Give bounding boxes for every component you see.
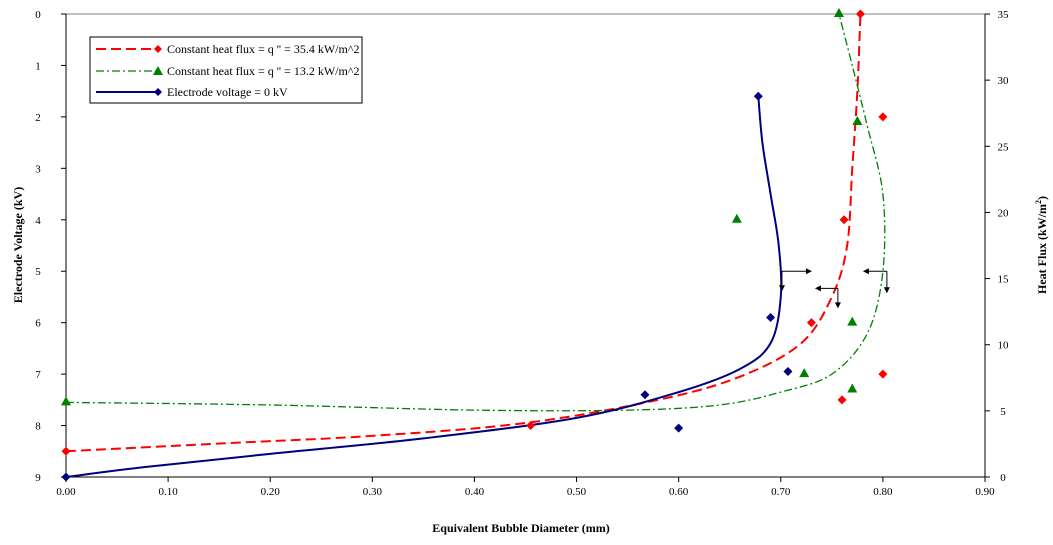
- y-right-tick-label: 25: [998, 141, 1010, 153]
- y-left-tick-label: 4: [35, 215, 41, 227]
- x-axis-ticks: 0.00 0.10 0.20 0.30 0.40 0.50 0.60 0.70 0.80 0.90: [56, 477, 995, 498]
- series-2-point: [847, 383, 858, 393]
- legend-label-1: Constant heat flux = q '' = 35.4 kW/m^2: [167, 42, 359, 56]
- x-tick-label: 0.30: [363, 486, 383, 498]
- legend-item-2: Constant heat flux = q '' = 13.2 kW/m^2: [96, 64, 359, 78]
- legend-marker-3: [154, 88, 162, 96]
- y-left-tick-label: 6: [35, 318, 41, 330]
- y-right-tick-label: 0: [1000, 472, 1006, 484]
- y-right-tick-label: 15: [998, 274, 1010, 286]
- annotation-arrows-2: [814, 285, 841, 309]
- legend-item-3: Electrode voltage = 0 kV: [96, 85, 288, 99]
- y-left-tick-label: 9: [35, 472, 41, 484]
- legend-marker-2: [153, 66, 163, 75]
- x-tick-label: 0.20: [261, 486, 281, 498]
- series-1-point: [526, 421, 536, 431]
- x-tick-label: 0.90: [975, 486, 995, 498]
- legend-label-3: Electrode voltage = 0 kV: [167, 85, 288, 99]
- series-1-point: [855, 9, 865, 19]
- x-tick-label: 0.10: [158, 486, 178, 498]
- series-3-point: [783, 367, 793, 377]
- annotations: [778, 268, 890, 309]
- series-2-point: [852, 116, 863, 126]
- series-2-point: [847, 316, 858, 326]
- x-tick-label: 0.40: [465, 486, 485, 498]
- x-tick-label: 0.70: [771, 486, 791, 498]
- annotation-arrowhead-right: [805, 268, 812, 275]
- y-left-tick-label: 5: [35, 266, 41, 278]
- y-left-tick-label: 2: [35, 112, 41, 124]
- series-2-point: [799, 368, 810, 378]
- y-left-tick-label: 8: [35, 421, 41, 433]
- y-left-axis-title: Electrode Voltage (kV): [11, 187, 25, 303]
- annotation-arrowhead-left: [814, 285, 821, 292]
- y-left-tick-label: 7: [35, 369, 41, 381]
- series-2-point: [833, 8, 844, 17]
- series-1-point: [839, 215, 849, 225]
- series-curve-2: [65, 13, 886, 412]
- y-right-tick-label: 30: [998, 75, 1010, 87]
- series-3-point: [766, 313, 776, 323]
- y-right-axis-title-end: ): [1035, 196, 1049, 200]
- y-right-axis-title-main: Heat Flux (kW/m: [1035, 204, 1049, 294]
- series-1-point: [61, 446, 71, 456]
- annotation-arrowhead-left: [862, 268, 869, 275]
- series-1-point: [878, 112, 888, 122]
- y-right-axis-ticks: 0 5 10 15 20 25 30 35: [985, 9, 1009, 484]
- series-2-point: [61, 396, 71, 406]
- y-left-tick-label: 3: [35, 163, 41, 175]
- x-axis-title: Equivalent Bubble Diameter (mm): [432, 521, 609, 535]
- y-right-axis-title: Heat Flux (kW/m2): [1034, 196, 1049, 294]
- x-tick-label: 0.80: [873, 486, 893, 498]
- annotation-arrowhead-down: [778, 285, 785, 292]
- series-3-point: [753, 91, 763, 101]
- series-1-point: [837, 395, 847, 405]
- annotation-arrows-1: [778, 268, 812, 292]
- x-tick-label: 0.60: [669, 486, 689, 498]
- y-right-tick-label: 10: [998, 340, 1010, 352]
- y-right-tick-label: 20: [998, 207, 1010, 219]
- legend: Constant heat flux = q '' = 35.4 kW/m^2 …: [89, 36, 363, 104]
- legend-label-2: Constant heat flux = q '' = 13.2 kW/m^2: [167, 64, 359, 78]
- y-right-tick-label: 35: [998, 9, 1010, 21]
- annotation-arrowhead-down: [834, 302, 841, 309]
- legend-marker-1: [154, 45, 162, 53]
- y-right-tick-label: 5: [1000, 406, 1006, 418]
- series-3-point: [61, 472, 71, 482]
- y-left-tick-label: 0: [35, 9, 41, 21]
- series-markers: [61, 8, 888, 482]
- annotation-arrows-3: [862, 268, 890, 294]
- series-1-point: [806, 318, 816, 328]
- legend-item-1: Constant heat flux = q '' = 35.4 kW/m^2: [96, 42, 359, 56]
- y-left-axis-ticks: 0 1 2 3 4 5 6 7 8 9: [35, 9, 66, 484]
- series-1-point: [878, 369, 888, 379]
- series-2-point: [731, 213, 742, 223]
- y-right-axis-title-sup: 2: [1034, 200, 1043, 204]
- series-curves: [65, 13, 886, 478]
- annotation-arrowhead-down: [883, 287, 890, 294]
- series-3-point: [674, 423, 684, 433]
- y-left-tick-label: 1: [35, 60, 41, 72]
- series-curve-1: [65, 13, 862, 453]
- x-tick-label: 0.50: [567, 486, 587, 498]
- series-3-point: [640, 390, 650, 400]
- x-tick-label: 0.00: [56, 486, 76, 498]
- series-curve-3: [65, 96, 783, 478]
